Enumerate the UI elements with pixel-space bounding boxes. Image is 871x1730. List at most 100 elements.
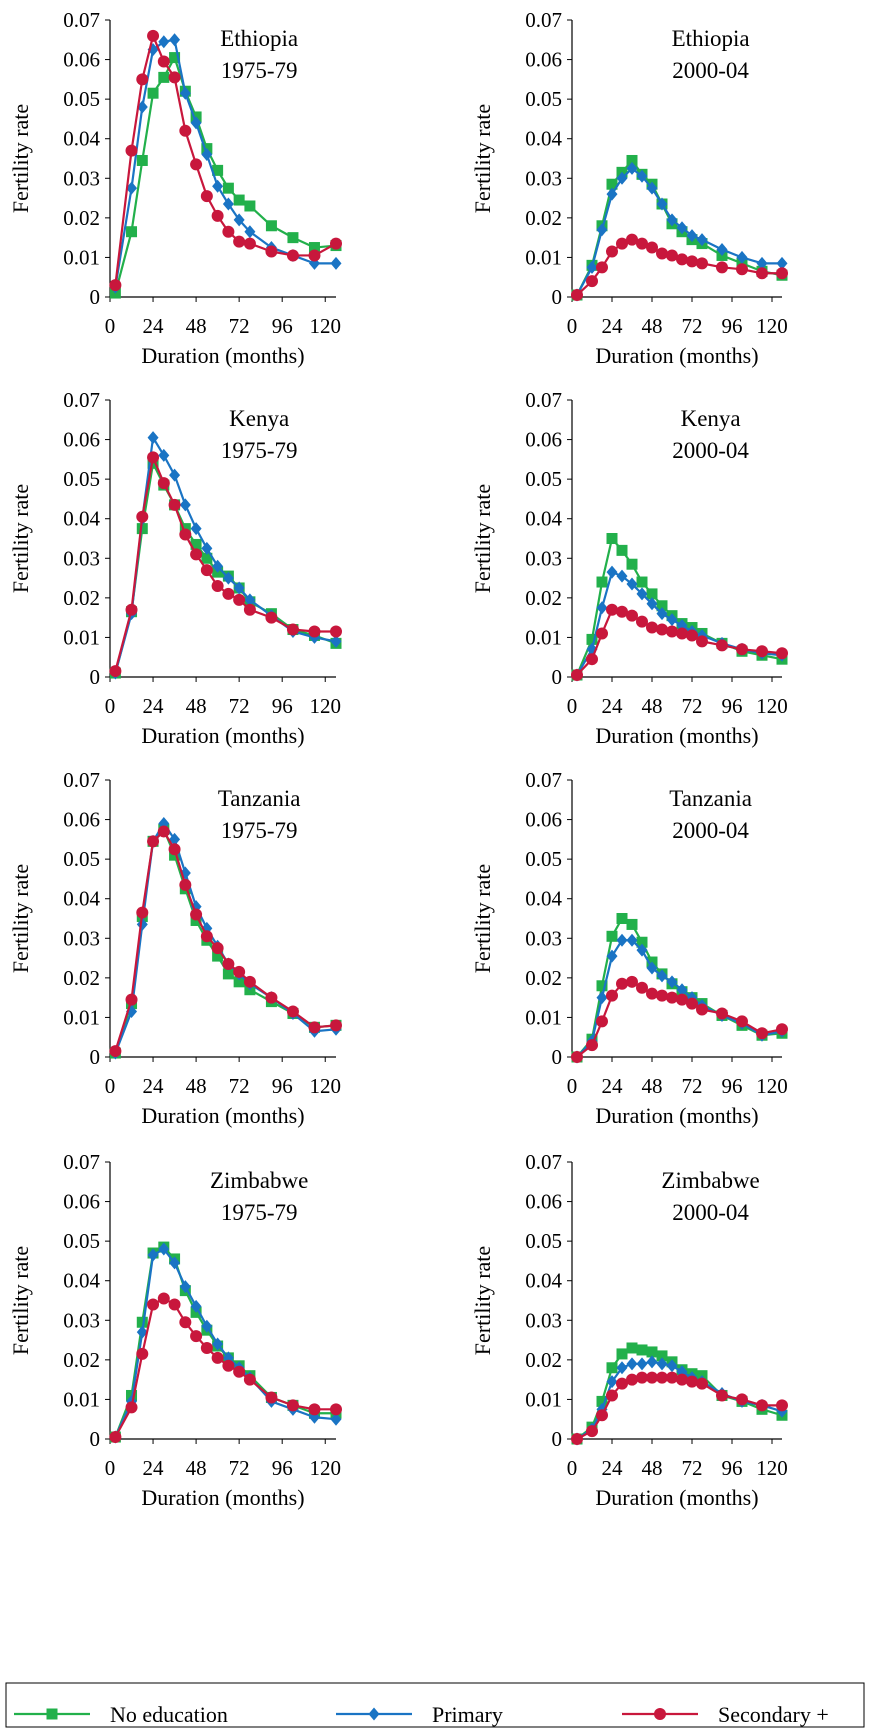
x-tick-label: 120 (309, 694, 341, 718)
x-tick-label: 72 (229, 1456, 250, 1480)
data-point-secondary (676, 627, 688, 640)
y-tick-label: 0.04 (63, 1269, 100, 1293)
data-point-primary (656, 197, 668, 211)
data-point-secondary (616, 977, 628, 990)
y-tick-label: 0.05 (525, 467, 562, 491)
data-point-none (136, 523, 148, 535)
chart-panel-1: 0 0.01 0.02 0.03 0.04 0.05 0.06 0.07 0 24 48 72 96 12… (8, 8, 342, 368)
data-point-secondary (286, 1399, 299, 1412)
data-point-none (636, 576, 648, 588)
data-point-secondary (656, 247, 668, 260)
data-point-primary (330, 1412, 342, 1426)
y-tick-label: 0.02 (63, 966, 100, 990)
data-point-secondary (596, 1015, 608, 1028)
data-point-secondary (179, 1316, 192, 1329)
data-point-secondary (211, 579, 224, 592)
x-axis-title: Duration (months) (595, 1103, 758, 1128)
data-point-primary (606, 187, 618, 201)
data-point-secondary (696, 257, 708, 270)
data-point-secondary (716, 261, 728, 274)
data-point-primary (646, 961, 658, 975)
data-point-secondary (626, 233, 638, 246)
data-point-secondary (125, 603, 138, 616)
panel-title-country: Zimbabwe (661, 1168, 759, 1193)
data-point-secondary (179, 528, 192, 541)
data-point-primary (179, 86, 191, 100)
data-point-secondary (686, 255, 698, 268)
data-point-secondary (109, 665, 122, 678)
data-point-secondary (330, 1403, 342, 1416)
y-tick-label: 0.04 (63, 507, 100, 531)
data-point-secondary (211, 209, 224, 222)
data-point-primary (656, 607, 668, 621)
data-point-primary (330, 634, 342, 648)
y-tick-label: 0.07 (525, 1150, 562, 1174)
data-point-secondary (330, 1019, 342, 1032)
y-tick-label: 0.04 (525, 127, 562, 151)
panel-title-country: Tanzania (669, 786, 752, 811)
data-point-primary (586, 260, 598, 274)
y-tick-label: 0.02 (63, 586, 100, 610)
data-point-secondary (696, 1003, 708, 1016)
data-point-secondary (190, 158, 203, 171)
data-point-none (636, 1344, 648, 1356)
data-point-none (147, 87, 159, 99)
data-point-secondary (233, 1365, 246, 1378)
y-tick-label: 0.04 (63, 887, 100, 911)
panel-title-period: 2000-04 (672, 58, 749, 83)
data-point-primary (212, 179, 224, 193)
x-tick-label: 48 (642, 1456, 663, 1480)
data-point-secondary (596, 1409, 608, 1422)
y-tick-label: 0.01 (63, 1387, 100, 1411)
y-tick-label: 0.02 (63, 1348, 100, 1372)
data-point-primary (596, 601, 608, 615)
legend-swatch-marker (654, 1708, 666, 1720)
x-axis-title: Duration (months) (595, 343, 758, 368)
legend-label: Primary (432, 1702, 503, 1727)
data-point-primary (646, 181, 658, 195)
data-point-primary (636, 1357, 648, 1371)
data-point-none (287, 232, 299, 244)
data-point-secondary (736, 1015, 748, 1028)
series-line-none (114, 1245, 336, 1438)
data-point-secondary (686, 1375, 698, 1388)
data-point-secondary (756, 1027, 768, 1040)
data-point-none (265, 220, 277, 232)
x-tick-label: 24 (602, 1074, 624, 1098)
panel-title-period: 2000-04 (672, 438, 749, 463)
legend-swatch-marker (368, 1707, 380, 1721)
data-point-secondary (168, 843, 181, 856)
y-tick-label: 0.06 (63, 808, 100, 832)
y-tick-label: 0.06 (63, 428, 100, 452)
panel-title-period: 1975-79 (221, 58, 298, 83)
data-point-secondary (666, 1371, 678, 1384)
series-primary (571, 161, 788, 302)
panel-title-country: Ethiopia (220, 26, 298, 51)
x-tick-label: 24 (143, 1456, 165, 1480)
data-point-secondary (636, 981, 648, 994)
series-line-secondary (576, 1376, 782, 1440)
data-point-secondary (308, 1403, 321, 1416)
data-point-secondary (686, 629, 698, 642)
data-point-secondary (646, 241, 658, 254)
x-tick-label: 48 (186, 1456, 207, 1480)
series-secondary (571, 975, 788, 1063)
x-tick-label: 96 (272, 694, 293, 718)
y-tick-label: 0.03 (63, 1308, 100, 1332)
data-point-primary (636, 943, 648, 957)
data-point-secondary (265, 245, 278, 258)
data-point-primary (716, 243, 728, 257)
x-tick-label: 0 (567, 1456, 578, 1480)
data-point-none (586, 633, 598, 645)
data-point-secondary (157, 825, 170, 838)
data-point-secondary (676, 253, 688, 266)
data-point-primary (636, 169, 648, 183)
data-point-primary (606, 949, 618, 963)
y-tick-label: 0.01 (525, 625, 562, 649)
data-point-primary (756, 256, 768, 270)
data-point-secondary (571, 669, 583, 682)
data-point-primary (616, 1361, 628, 1375)
data-point-secondary (243, 975, 256, 988)
data-point-secondary (125, 993, 138, 1006)
